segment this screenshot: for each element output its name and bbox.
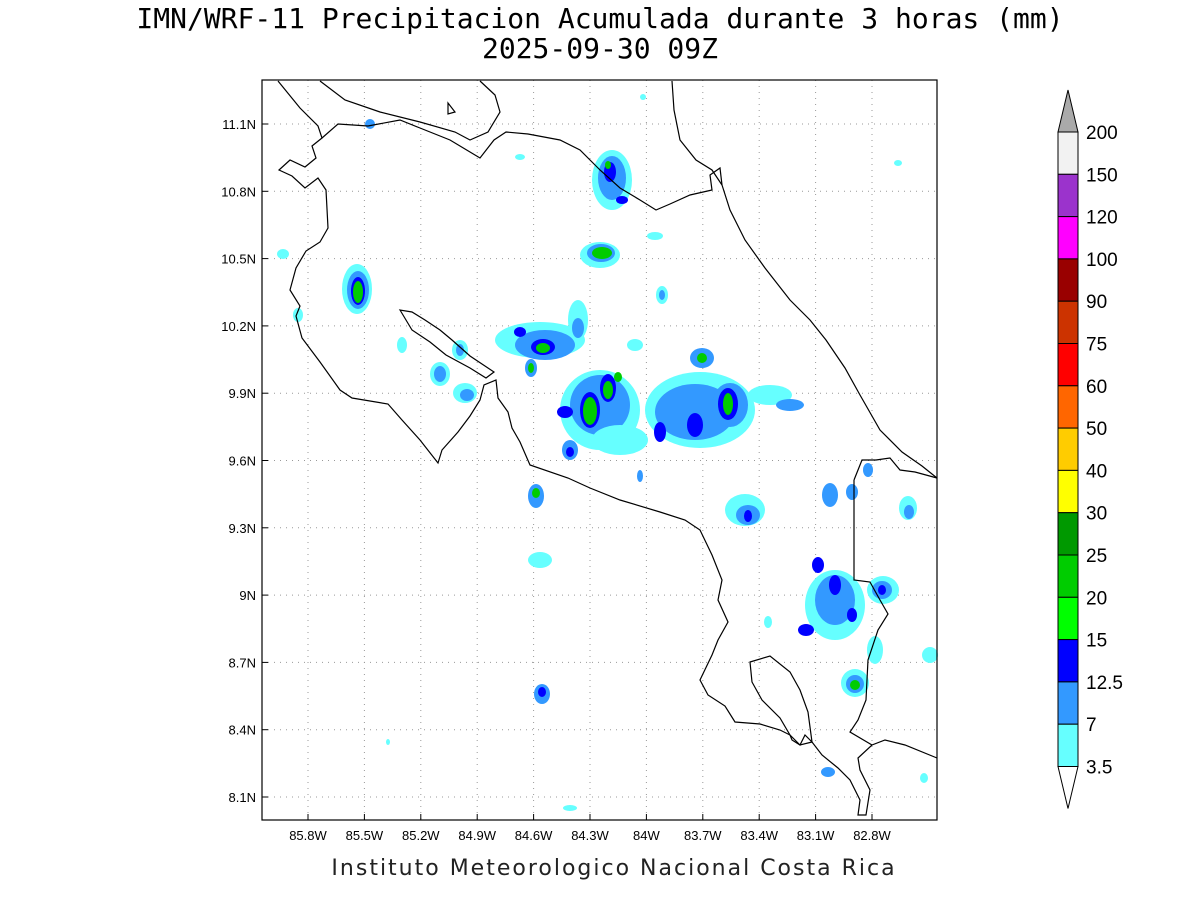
precip-cell — [342, 264, 372, 314]
lat-tick-label: 10.8N — [221, 184, 256, 199]
colorbar-label: 60 — [1086, 377, 1107, 398]
lon-tick-label: 83.1W — [797, 828, 835, 843]
lon-tick-label: 83.4W — [740, 828, 778, 843]
precip-cell — [798, 557, 865, 640]
colorbar-band — [1057, 173, 1079, 218]
caribbean-coastline — [671, 80, 938, 479]
colorbar-band — [1057, 596, 1079, 641]
colorbar-label: 90 — [1086, 292, 1107, 313]
lat-tick-label: 11.1N — [222, 117, 256, 132]
colorbar-label: 12.5 — [1086, 673, 1123, 694]
osa-peninsula — [749, 655, 813, 746]
lon-tick-label: 83.7W — [684, 828, 722, 843]
lat-tick-label: 8.4N — [229, 723, 256, 738]
colorbar-bottom-arrow — [1057, 766, 1079, 809]
lon-tick-label: 85.5W — [346, 828, 384, 843]
lon-tick-label: 84.9W — [458, 828, 496, 843]
precip-cell — [495, 300, 588, 377]
nicoya-inner — [398, 309, 496, 379]
lat-tick-label: 9.6N — [229, 454, 256, 469]
colorbar-band — [1057, 343, 1079, 387]
lat-tick-label: 8.1N — [229, 790, 256, 805]
lat-tick-label: 8.7N — [229, 655, 256, 670]
colorbar-band — [1057, 427, 1079, 471]
lon-tick-label: 82.8W — [853, 828, 891, 843]
colorbar-label: 40 — [1086, 461, 1107, 482]
lon-tick-label: 85.2W — [402, 828, 440, 843]
colorbar-label: 20 — [1086, 588, 1107, 609]
lat-tick-label: 9.3N — [229, 521, 256, 536]
colorbar-label: 7 — [1086, 715, 1097, 736]
colorbar-top-arrow — [1057, 89, 1079, 133]
colorbar-label: 100 — [1086, 250, 1118, 271]
longitude-axis: 85.8W 85.5W 85.2W 84.9W 84.6W 84.3W 84W 83.7W 83… — [289, 814, 892, 843]
nicaragua-border — [321, 119, 723, 211]
latitude-axis: 11.1N 10.8N 10.5N 10.2N 9.9N 9.6N 9.3N 9N 8.7N 8.… — [221, 117, 268, 805]
colorbar-band — [1057, 723, 1079, 768]
colorbar-band — [1057, 131, 1079, 175]
colorbar-band — [1057, 512, 1079, 556]
lon-tick-label: 84.3W — [571, 828, 609, 843]
pacific-coastline — [277, 80, 938, 816]
colorbar-label: 30 — [1086, 504, 1107, 525]
colorbar-label: 50 — [1086, 419, 1107, 440]
colorbar-band — [1057, 639, 1079, 683]
colorbar-band — [1057, 554, 1079, 598]
colorbar-label: 200 — [1086, 123, 1118, 144]
precip-cell — [557, 370, 640, 450]
colorbar-label: 3.5 — [1086, 758, 1112, 779]
institution-footer: Instituto Meteorologico Nacional Costa R… — [331, 856, 897, 881]
colorbar-band — [1057, 469, 1079, 514]
map-title: IMN/WRF-11 Precipitacion Acumulada duran… — [136, 2, 1064, 35]
precip-cell — [645, 348, 804, 448]
panama-border — [849, 457, 938, 746]
colorbar-band — [1057, 385, 1079, 429]
coastline — [277, 80, 938, 816]
colorbar-label: 25 — [1086, 546, 1107, 567]
colorbar-label: 150 — [1086, 165, 1118, 186]
colorbar-band — [1057, 216, 1079, 260]
precipitation-field — [277, 94, 938, 811]
colorbar-band — [1057, 258, 1079, 302]
precipitation-colorbar: 200 150 120 100 90 75 60 50 40 30 25 20 15 12.5 7 3.5 — [1057, 89, 1123, 809]
colorbar-label: 15 — [1086, 631, 1107, 652]
colorbar-label: 120 — [1086, 208, 1118, 229]
lat-tick-label: 9.9N — [229, 386, 256, 401]
colorbar-band — [1057, 300, 1079, 345]
map-datetime: 2025-09-30 09Z — [481, 32, 718, 65]
map-frame — [261, 79, 938, 821]
lat-tick-label: 10.5N — [221, 252, 256, 267]
colorbar-label: 75 — [1086, 335, 1107, 356]
lon-tick-label: 84.6W — [515, 828, 553, 843]
lon-tick-label: 85.8W — [289, 828, 327, 843]
island — [447, 101, 457, 115]
lake-nicaragua — [319, 80, 501, 141]
colorbar-band — [1057, 681, 1079, 725]
precip-cell — [580, 242, 620, 268]
lat-tick-label: 9N — [239, 588, 256, 603]
lon-tick-label: 84W — [633, 828, 660, 843]
lat-tick-label: 10.2N — [221, 319, 256, 334]
